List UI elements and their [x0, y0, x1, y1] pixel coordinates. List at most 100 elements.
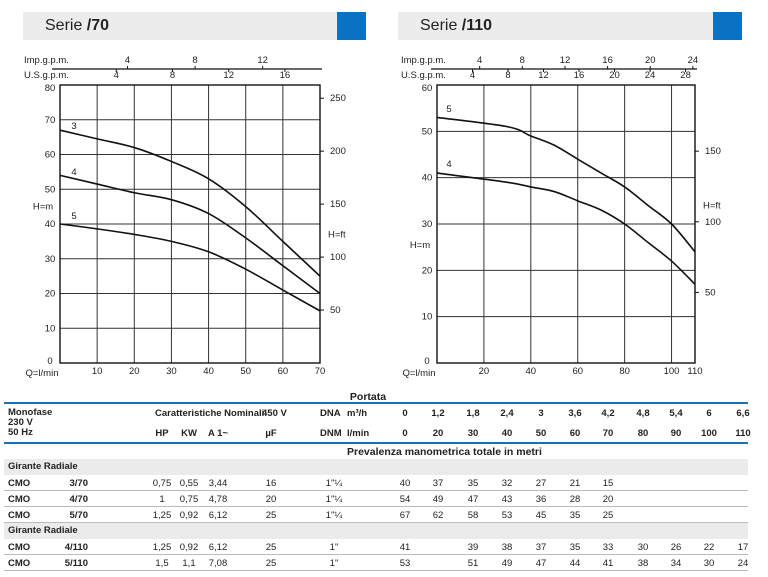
- y2-tick-label: 150: [330, 199, 346, 210]
- uf-cell: 25: [265, 542, 277, 553]
- hp-cell: 1: [159, 494, 165, 505]
- imp-tick-label: 8: [192, 55, 197, 66]
- flow-lmin: 40: [501, 428, 513, 439]
- y2-tick-label: 100: [705, 217, 721, 228]
- head-value: 30: [703, 558, 715, 569]
- brand-cell: CMO: [8, 558, 31, 569]
- imp-tick-label: 24: [688, 55, 699, 66]
- y-tick-label: 0: [424, 356, 429, 367]
- curve-label: 5: [446, 104, 451, 115]
- head-value: 47: [535, 558, 547, 569]
- us-tick-label: 4: [470, 70, 475, 81]
- head-value: 62: [432, 510, 444, 521]
- uf-cell: 25: [265, 510, 277, 521]
- us-tick-label: 28: [680, 70, 691, 81]
- kw-cell: 1,1: [182, 558, 196, 569]
- head-value: 38: [501, 542, 513, 553]
- head-value: 49: [432, 494, 444, 505]
- dna-label: DNA: [320, 408, 341, 419]
- brand-cell: CMO: [8, 494, 31, 505]
- head-value: 45: [535, 510, 547, 521]
- us-tick-label: 4: [114, 70, 119, 81]
- uf-cell: 25: [265, 558, 277, 569]
- head-value: 27: [535, 478, 547, 489]
- hp-cell: 0,75: [152, 478, 172, 489]
- x-tick-label: 100: [664, 366, 680, 377]
- row-divider: [4, 554, 748, 555]
- flow-m3h: 2,4: [500, 408, 514, 419]
- model-cell: 5/110: [64, 558, 88, 569]
- uf-header: µF: [265, 428, 277, 439]
- us-tick-label: 12: [223, 70, 234, 81]
- head-value: 40: [399, 478, 411, 489]
- pump-curve-4: [436, 172, 696, 285]
- title-series: /110: [461, 17, 493, 34]
- y-tick-label: 80: [45, 83, 56, 94]
- x-tick-label: 20: [479, 366, 490, 377]
- imp-gpm-label: Imp.g.p.m.: [24, 55, 69, 66]
- imp-tick-label: 12: [257, 55, 268, 66]
- us-tick-label: 24: [645, 70, 656, 81]
- row-divider: [4, 522, 748, 523]
- title-prefix: Serie: [420, 17, 462, 34]
- title-series: /70: [86, 17, 110, 34]
- portata-heading: Portata: [349, 391, 387, 403]
- flow-m3h: 5,4: [669, 408, 683, 419]
- head-value: 49: [501, 558, 513, 569]
- x-tick-label: 40: [526, 366, 537, 377]
- v450-label: 450 V: [262, 408, 287, 419]
- head-value: 53: [501, 510, 513, 521]
- dna-cell: 1": [329, 542, 339, 553]
- y-tick-label: 20: [45, 289, 56, 300]
- head-value: 35: [569, 510, 581, 521]
- flow-m3h: 3,6: [568, 408, 582, 419]
- series-70-title: Serie /70: [45, 17, 109, 35]
- kw-cell: 0,75: [179, 494, 199, 505]
- imp-tick-label: 8: [520, 55, 525, 66]
- head-value: 39: [467, 542, 479, 553]
- flow-m3h: 6: [706, 408, 712, 419]
- y-tick-label: 10: [422, 312, 433, 323]
- y-tick-label: 60: [422, 83, 433, 94]
- group-label: Girante Radiale: [8, 461, 78, 472]
- y-tick-label: 30: [422, 219, 433, 230]
- head-value: 41: [602, 558, 614, 569]
- a-cell: 4,78: [208, 494, 228, 505]
- y-axis-label: H=m: [410, 240, 430, 251]
- plot-frame: [436, 84, 696, 364]
- row-divider: [4, 506, 748, 507]
- imp-gpm-label: Imp.g.p.m.: [401, 55, 446, 66]
- lmin-label: l/min: [347, 428, 370, 439]
- y-tick-label: 60: [45, 150, 56, 161]
- head-value: 35: [569, 542, 581, 553]
- head-value: 28: [569, 494, 581, 505]
- y2-axis-label: H=ft: [703, 200, 721, 211]
- brand-cell: CMO: [8, 510, 31, 521]
- x-tick-label: 80: [619, 366, 630, 377]
- divider: [4, 402, 748, 404]
- flow-lmin: 30: [467, 428, 479, 439]
- head-value: 20: [602, 494, 614, 505]
- hp-cell: 1,5: [155, 558, 169, 569]
- flow-lmin: 110: [735, 428, 751, 439]
- head-value: 37: [432, 478, 444, 489]
- kw-cell: 0,92: [179, 510, 199, 521]
- row-divider: [4, 490, 748, 491]
- head-value: 15: [602, 478, 614, 489]
- a1-header: A 1~: [208, 428, 228, 439]
- flow-lmin: 60: [569, 428, 581, 439]
- group-row: [4, 523, 748, 539]
- title-prefix: Serie: [45, 17, 87, 34]
- head-value: 24: [737, 558, 749, 569]
- group-label: Girante Radiale: [8, 525, 78, 536]
- x-tick-label: 50: [240, 366, 251, 377]
- y-axis-label: H=m: [33, 202, 53, 213]
- x-tick-label: 70: [315, 366, 326, 377]
- y2-axis-label: H=ft: [328, 229, 346, 240]
- flow-m3h: 3: [538, 408, 544, 419]
- dna-cell: 1": [329, 558, 339, 569]
- x-tick-label: 110: [687, 366, 702, 377]
- y-tick-label: 30: [45, 254, 56, 265]
- brand-cell: CMO: [8, 478, 31, 489]
- hp-header: HP: [155, 428, 169, 439]
